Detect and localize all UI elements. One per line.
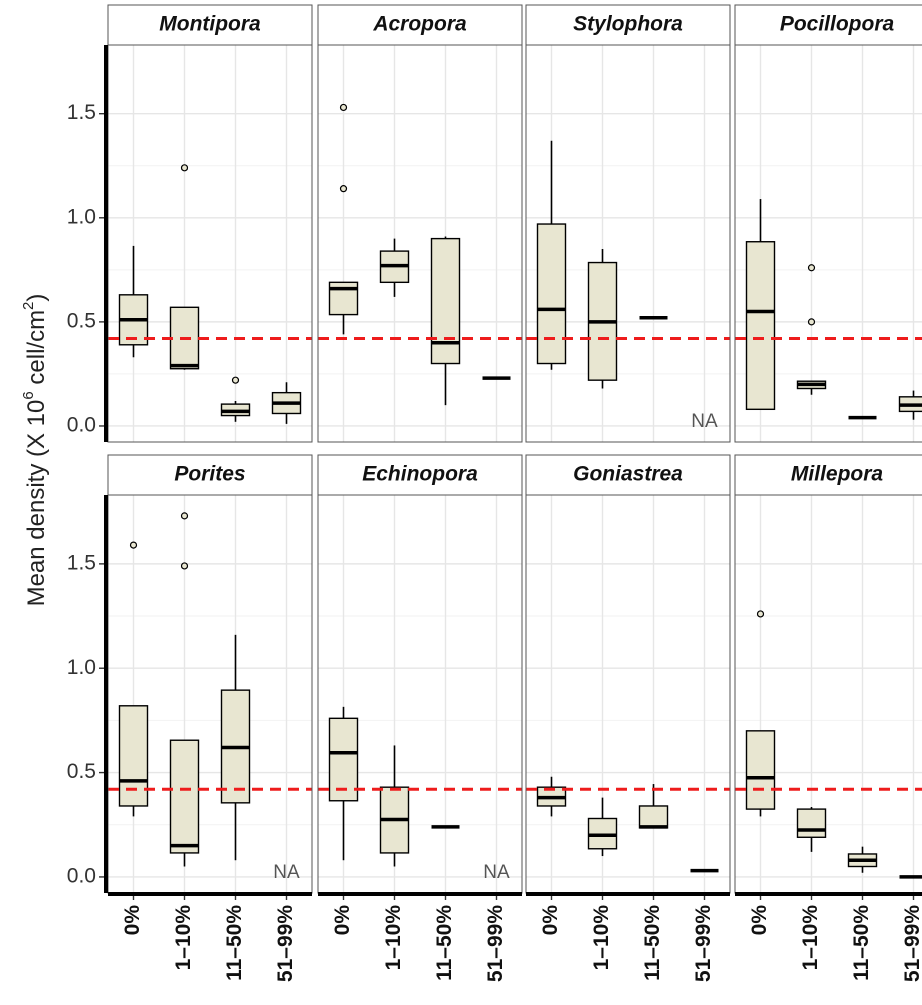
outlier (180, 562, 189, 570)
strip (734, 454, 922, 496)
x-tick-label: 51–99% (484, 905, 507, 982)
y-tick-label: 1.5 (67, 101, 96, 124)
y-tick-label: 0.0 (67, 414, 96, 437)
panel (108, 45, 312, 442)
box (328, 717, 359, 802)
x-tick-label: 1–10% (382, 905, 405, 971)
x-tick-label: 0% (121, 905, 144, 936)
panel-title: Stylophora (573, 13, 683, 36)
y-tick-label: 0.5 (67, 760, 96, 783)
panel-bg (108, 495, 312, 893)
y-label-part: Mean density (X 10 (23, 400, 50, 607)
y-tick-label: 0.5 (67, 309, 96, 332)
strip (317, 454, 523, 496)
strip (734, 4, 922, 46)
strip (525, 4, 731, 46)
outlier (339, 103, 348, 112)
panel-border (525, 44, 731, 443)
outlier (180, 512, 189, 520)
panel-title: Goniastrea (573, 463, 683, 486)
x-tick-label: 0% (331, 905, 354, 936)
box (638, 805, 669, 829)
panel-bg (318, 495, 522, 893)
x-tick-label: 11–50% (433, 905, 456, 981)
na-label: NA (691, 411, 718, 432)
panel-title: Porites (174, 463, 245, 486)
panel-border (317, 44, 523, 443)
box (745, 241, 776, 411)
y-label-sup: 2 (20, 302, 37, 310)
x-tick-label: 1–10% (172, 905, 195, 971)
strip (107, 454, 313, 496)
y-tick-label: 0.0 (67, 864, 96, 887)
panel (108, 495, 312, 893)
outlier (756, 610, 765, 618)
x-tick-label: 0% (748, 905, 771, 936)
panel (526, 45, 730, 442)
box (430, 237, 461, 365)
panel-title: Pocillopora (780, 13, 895, 36)
strip (317, 4, 523, 46)
panel (318, 495, 522, 893)
y-axis-label: Mean density (X 106 cell/cm2) (20, 294, 50, 607)
outlier (807, 264, 816, 272)
panel (735, 45, 922, 442)
na-label: NA (483, 862, 510, 883)
panel (735, 495, 922, 893)
strip (525, 454, 731, 496)
box (169, 739, 200, 854)
box (536, 223, 567, 365)
outlier (180, 164, 189, 172)
y-label-part: cell/cm (23, 310, 50, 391)
x-tick-label: 1–10% (590, 905, 613, 971)
box (118, 705, 149, 807)
strip (107, 4, 313, 46)
panel-bg (108, 45, 312, 442)
x-tick-label: 11–50% (223, 905, 246, 981)
x-tick-label: 51–99% (692, 905, 715, 982)
panel-title: Acropora (372, 13, 467, 36)
panel-title: Montipora (159, 13, 261, 36)
box (796, 808, 827, 838)
na-label: NA (273, 862, 300, 883)
y-tick-label: 1.0 (67, 656, 96, 679)
x-tick-label: 1–10% (799, 905, 822, 971)
y-label-part: ) (23, 294, 50, 302)
panel-title: Millepora (791, 463, 884, 486)
x-tick-label: 51–99% (274, 905, 297, 982)
y-label-sup: 6 (20, 391, 37, 399)
outlier (129, 541, 138, 549)
x-tick-label: 11–50% (850, 905, 873, 981)
panel (526, 495, 730, 893)
panel-bg (526, 495, 730, 893)
panel-border (734, 44, 922, 443)
box (745, 730, 776, 810)
panel (318, 45, 522, 442)
y-tick-label: 1.0 (67, 205, 96, 228)
outlier (231, 376, 240, 384)
panel-bg (735, 495, 922, 893)
panel-title: Echinopora (362, 463, 478, 486)
outlier (807, 318, 816, 326)
outlier (339, 185, 348, 193)
y-tick-label: 1.5 (67, 551, 96, 574)
x-tick-label: 51–99% (901, 905, 922, 982)
panel-bg (318, 45, 522, 442)
x-tick-label: 11–50% (641, 905, 664, 981)
x-tick-label: 0% (539, 905, 562, 936)
